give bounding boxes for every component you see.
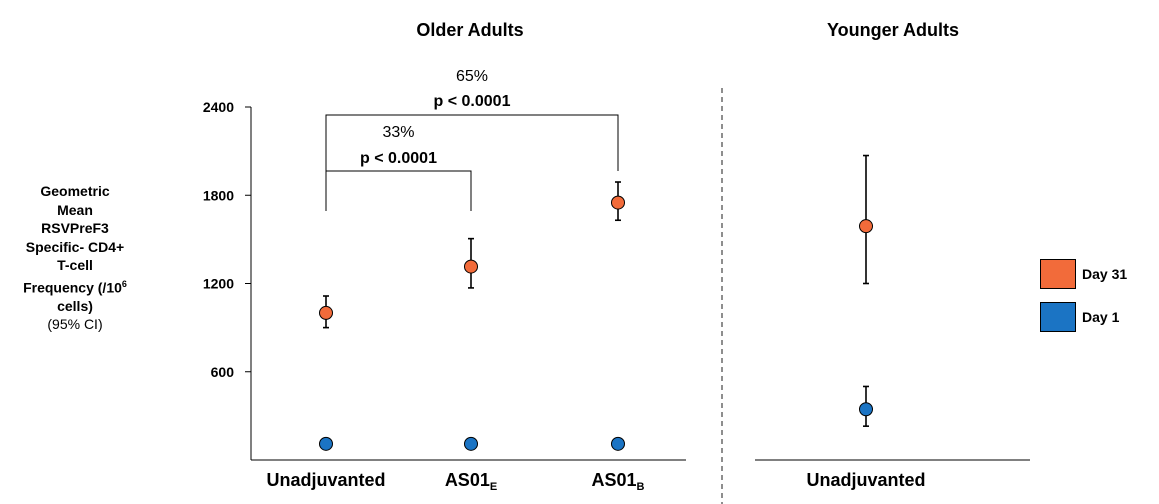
significance-bracket [325,114,619,171]
legend-swatch-day-1 [1040,302,1076,332]
y-axis-label-line: cells) [57,297,93,314]
x-tick-label: Unadjuvanted [806,470,925,490]
legend-label-day-1: Day 1 [1082,309,1120,325]
x-tick-label: AS01E [445,470,497,493]
legend-item-day-1: Day 1 [1040,299,1119,335]
annotation-percent: 65% [456,68,488,85]
y-axis-label: Geometric Mean RSVPreF3 Specific- CD4+ T… [0,182,150,334]
y-axis-label-superscript: 6 [121,278,127,289]
y-axis-label-line: Geometric [40,183,110,199]
y-axis-label-line: Frequency (/106 [0,275,150,297]
y-axis-label-line: Specific- CD4+ [25,238,125,255]
y-axis-label-line: T-cell [57,257,93,273]
data-point-day-31 [611,195,625,210]
legend-swatch-day-31 [1040,259,1076,289]
annotation-percent: 33% [382,124,414,141]
annotation-p-value: p < 0.0001 [434,93,511,110]
x-tick-label: Unadjuvanted [266,470,385,490]
y-axis-label-line-text: Frequency (/10 [23,279,122,296]
legend-item-day-31: Day 31 [1040,256,1127,292]
data-point-day-1 [859,402,873,417]
y-axis-label-line: Mean [57,201,93,218]
x-tick-label: AS01B [592,470,645,493]
y-tick-label: 1800 [203,187,234,203]
data-point-day-1 [464,436,478,451]
y-tick-label: 1200 [203,276,234,292]
y-tick-label: 2400 [203,99,234,115]
data-point-day-31 [319,305,333,320]
significance-bracket [325,170,472,211]
y-tick-label: 600 [211,364,235,380]
data-point-day-1 [611,436,625,451]
y-axis-label-note: (95% CI) [47,316,103,333]
chart-title-younger-adults: Younger Adults [827,20,959,40]
data-point-day-1 [319,436,333,451]
annotation-p-value: p < 0.0001 [360,150,437,167]
y-axis-label-line: RSVPreF3 [41,220,109,236]
legend-label-day-31: Day 31 [1082,266,1128,282]
chart-title-older-adults: Older Adults [416,20,523,40]
data-point-day-31 [464,259,478,274]
data-point-day-31 [859,219,873,234]
